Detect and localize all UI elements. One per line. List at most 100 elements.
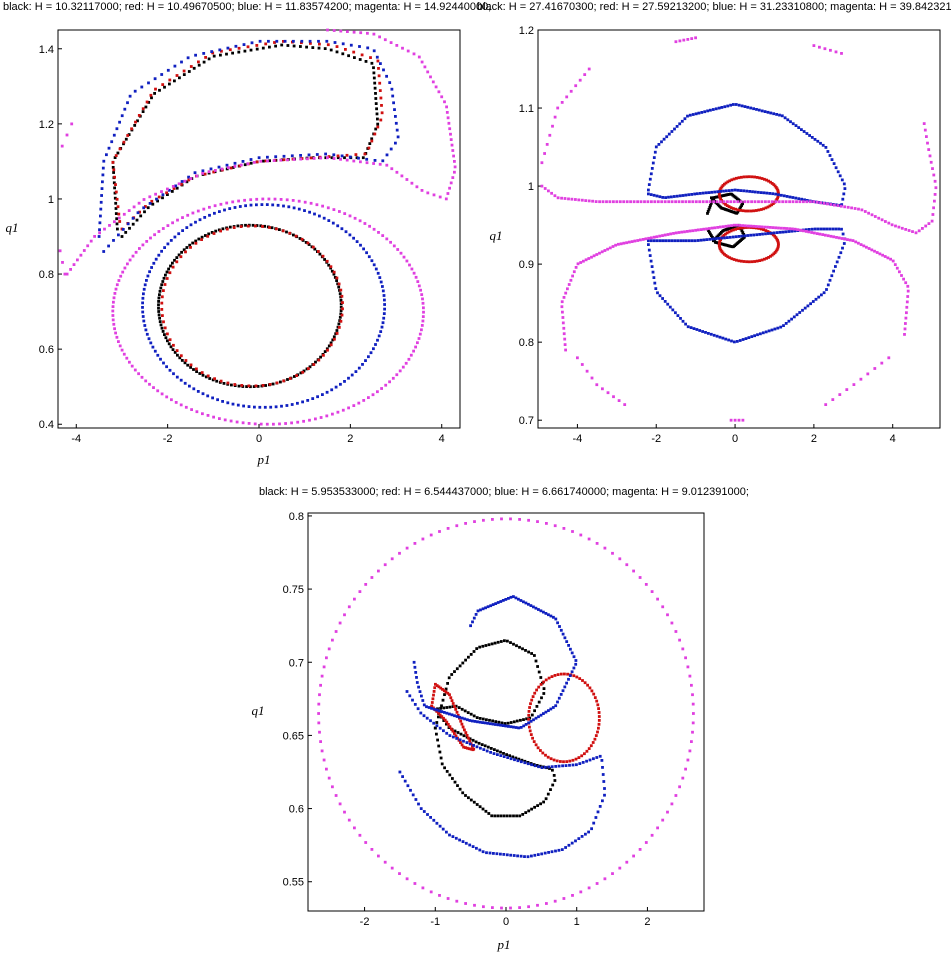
- data-point: [581, 679, 584, 682]
- data-point: [446, 527, 450, 530]
- data-point: [537, 670, 541, 674]
- data-point: [451, 835, 455, 838]
- data-point: [163, 246, 166, 249]
- data-point: [515, 814, 518, 818]
- data-point: [465, 734, 469, 737]
- data-point: [481, 644, 485, 648]
- data-point: [243, 198, 246, 202]
- y-tick-label: 0.75: [283, 584, 304, 596]
- data-point: [708, 205, 712, 209]
- data-point: [327, 344, 331, 348]
- data-point: [632, 569, 635, 573]
- data-point: [547, 613, 550, 617]
- data-point: [219, 202, 223, 206]
- data-point: [458, 715, 461, 719]
- data-point: [329, 265, 333, 269]
- data-point: [690, 193, 694, 196]
- data-point: [464, 746, 467, 749]
- data-point: [390, 87, 394, 91]
- data-point: [212, 232, 216, 235]
- data-point: [867, 211, 870, 215]
- data-point: [725, 204, 729, 207]
- data-point: [451, 176, 455, 179]
- data-point: [533, 764, 537, 768]
- data-point: [741, 209, 745, 213]
- data-point: [183, 381, 187, 385]
- data-point: [476, 609, 480, 613]
- data-point: [718, 188, 722, 192]
- data-point: [719, 186, 723, 190]
- data-point: [157, 306, 160, 310]
- data-point: [678, 785, 681, 789]
- data-point: [233, 161, 237, 165]
- data-point: [207, 57, 211, 61]
- data-point: [514, 756, 518, 760]
- data-point: [728, 235, 732, 239]
- data-point: [112, 133, 116, 137]
- data-point: [838, 174, 842, 178]
- data-point: [382, 68, 385, 72]
- data-point: [544, 678, 548, 682]
- data-point: [808, 134, 811, 137]
- data-point: [660, 140, 663, 144]
- data-point: [539, 749, 542, 752]
- data-point: [134, 120, 137, 124]
- data-point: [769, 231, 773, 235]
- data-point: [180, 359, 184, 362]
- data-point: [335, 332, 339, 335]
- data-point: [719, 197, 722, 201]
- data-point: [207, 232, 211, 236]
- data-point: [214, 229, 218, 233]
- data-point: [443, 100, 446, 104]
- data-point: [117, 279, 121, 282]
- data-point: [507, 725, 510, 728]
- data-point: [338, 621, 342, 625]
- data-point: [383, 563, 387, 567]
- data-point: [759, 208, 763, 211]
- data-point: [665, 135, 669, 139]
- data-point: [438, 750, 442, 754]
- data-point: [547, 765, 551, 769]
- data-point: [175, 260, 179, 264]
- data-point: [147, 81, 150, 85]
- data-point: [587, 830, 590, 834]
- data-point: [110, 140, 114, 144]
- data-point: [808, 200, 812, 204]
- data-point: [162, 361, 165, 365]
- data-point: [822, 227, 826, 231]
- data-point: [255, 44, 259, 47]
- data-point: [902, 277, 905, 281]
- data-point: [267, 197, 271, 201]
- data-point: [101, 180, 104, 184]
- data-point: [426, 813, 429, 816]
- data-point: [826, 234, 830, 238]
- data-point: [166, 242, 170, 246]
- data-point: [253, 405, 256, 409]
- data-point: [719, 200, 722, 204]
- data-point: [500, 517, 503, 521]
- data-point: [173, 64, 177, 68]
- data-point: [709, 201, 713, 205]
- data-point: [296, 401, 299, 405]
- data-point: [247, 422, 251, 425]
- data-point: [768, 204, 772, 208]
- data-point: [271, 382, 275, 386]
- data-point: [836, 170, 840, 174]
- data-point: [840, 203, 844, 206]
- data-point: [684, 193, 688, 197]
- data-point: [718, 247, 722, 251]
- data-point: [741, 338, 745, 341]
- data-point: [834, 166, 838, 170]
- data-point: [455, 715, 459, 718]
- data-point: [575, 763, 578, 767]
- data-point: [813, 231, 816, 235]
- data-point: [161, 330, 165, 333]
- data-point: [714, 237, 718, 241]
- data-point: [414, 798, 418, 801]
- data-point: [268, 383, 272, 386]
- data-point: [354, 370, 358, 373]
- data-point: [791, 122, 795, 126]
- data-point: [265, 203, 269, 206]
- data-point: [437, 90, 441, 94]
- data-point: [571, 894, 574, 897]
